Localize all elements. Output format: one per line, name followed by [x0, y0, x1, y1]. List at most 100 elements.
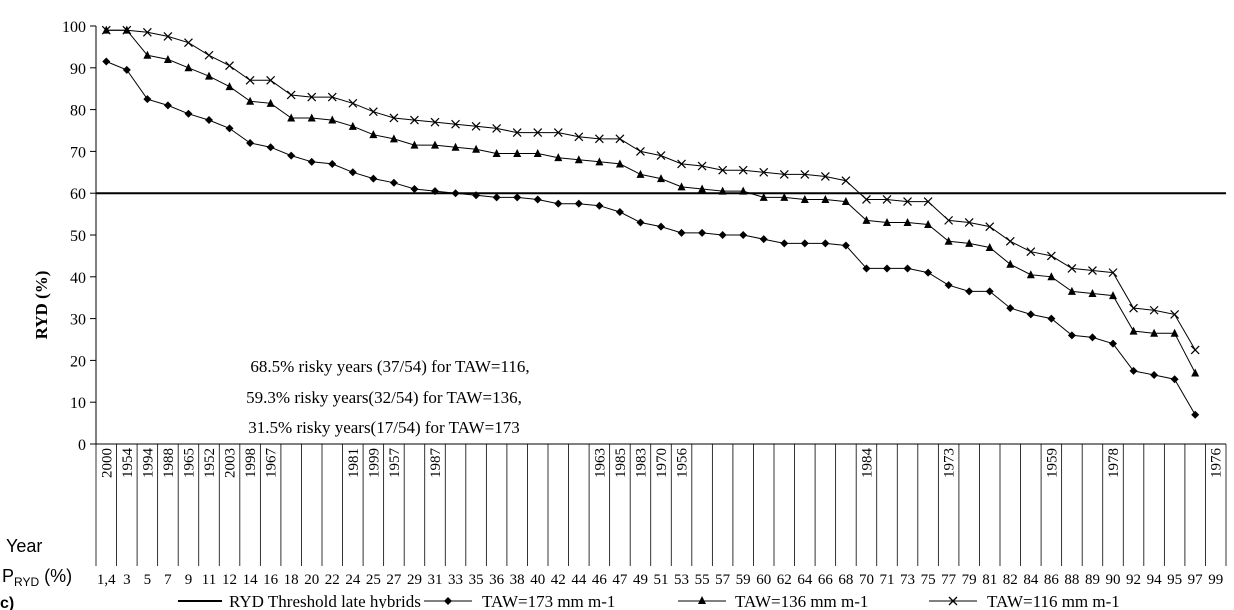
year-label: 1956	[675, 448, 691, 479]
data-point-triangle	[1047, 272, 1056, 281]
series-layer	[101, 25, 1200, 419]
data-point-diamond	[574, 199, 583, 208]
data-point-triangle	[965, 238, 974, 247]
data-point-diamond	[883, 264, 891, 273]
data-point-triangle	[985, 243, 994, 252]
data-point-diamond	[1109, 339, 1117, 348]
p-category-label: 70	[859, 572, 874, 588]
p-category-label: 79	[962, 572, 977, 588]
data-point-diamond	[841, 241, 850, 250]
annotation-line-2: 59.3% risky years(32/54) for TAW=136,	[246, 388, 522, 407]
data-point-diamond	[554, 199, 563, 208]
year-label: 2003	[223, 448, 239, 478]
data-point-triangle	[102, 25, 111, 34]
data-point-triangle	[615, 159, 624, 168]
data-point-x	[1005, 236, 1015, 246]
data-point-triangle	[1067, 286, 1076, 295]
data-point-diamond	[698, 228, 707, 237]
data-point-diamond	[348, 168, 357, 177]
data-point-diamond	[1006, 304, 1015, 313]
data-point-diamond	[1047, 314, 1056, 323]
data-point-triangle	[1026, 270, 1035, 279]
data-point-x	[410, 115, 419, 125]
legend: RYD Threshold late hybrids TAW=173 mm m-…	[178, 592, 1120, 608]
data-point-diamond	[1088, 333, 1097, 342]
data-point-triangle	[369, 130, 378, 139]
data-point-x	[636, 146, 645, 156]
data-point-triangle	[841, 197, 850, 206]
series-triangle	[102, 25, 1200, 377]
p-row-label-main: P	[2, 566, 14, 586]
legend-item-taw136: TAW=136 mm m-1	[678, 592, 868, 608]
data-point-diamond	[533, 195, 542, 204]
year-label: 1988	[161, 448, 177, 478]
data-point-diamond	[163, 101, 172, 110]
legend-x-icon	[948, 596, 958, 606]
y-tick-label: 90	[70, 61, 86, 78]
p-category-label: 25	[366, 572, 381, 588]
data-point-triangle	[431, 140, 439, 149]
data-point-diamond	[759, 235, 768, 244]
y-tick-label: 0	[78, 437, 86, 454]
p-category-label: 36	[489, 572, 505, 588]
p-category-label: 82	[1003, 572, 1018, 588]
p-category-label: 49	[633, 572, 648, 588]
p-category-label: 7	[164, 572, 172, 588]
year-label: 1959	[1044, 448, 1060, 478]
p-category-label: 55	[695, 572, 710, 588]
annotation: 68.5% risky years (37/54) for TAW=116, 5…	[246, 357, 529, 437]
y-tick-label: 70	[70, 144, 86, 161]
data-point-x	[1046, 251, 1056, 261]
data-point-diamond	[636, 218, 645, 227]
p-category-label: 3	[123, 572, 131, 588]
data-point-triangle	[266, 98, 275, 107]
data-point-diamond	[595, 201, 604, 210]
legend-threshold-label: RYD Threshold late hybrids	[229, 592, 421, 608]
data-point-diamond	[1129, 366, 1138, 375]
data-point-x	[430, 117, 440, 127]
data-point-x	[615, 134, 625, 144]
legend-item-threshold: RYD Threshold late hybrids	[178, 592, 421, 608]
p-category-label: 64	[797, 572, 813, 588]
p-category-label: 20	[304, 572, 319, 588]
data-point-diamond	[287, 151, 296, 160]
y-tick-label: 40	[70, 270, 86, 287]
data-point-triangle	[677, 182, 686, 191]
data-point-x	[327, 92, 337, 102]
data-point-x	[245, 75, 255, 85]
year-label: 1963	[592, 448, 608, 478]
data-point-x	[451, 119, 460, 129]
data-point-triangle	[225, 82, 234, 91]
data-point-diamond	[657, 222, 665, 231]
data-point-x	[1088, 266, 1097, 275]
p-category-label: 42	[551, 572, 566, 588]
data-point-triangle	[492, 148, 501, 157]
year-label: 1983	[634, 448, 650, 478]
data-point-x	[142, 27, 152, 37]
year-label: 1976	[1209, 448, 1225, 479]
year-label: 1957	[387, 448, 403, 479]
year-label: 1970	[654, 448, 670, 478]
year-label: 1998	[243, 448, 259, 478]
data-point-diamond	[143, 95, 152, 104]
data-point-x	[718, 165, 728, 175]
p-category-label: 77	[941, 572, 957, 588]
data-point-diamond	[780, 239, 789, 248]
year-label: 1965	[182, 448, 198, 478]
data-point-diamond	[1191, 410, 1200, 419]
p-category-label: 40	[530, 572, 545, 588]
data-point-x	[923, 197, 933, 206]
series-line-diamond	[106, 61, 1196, 415]
p-category-label: 18	[284, 572, 299, 588]
p-category-label: 71	[880, 572, 895, 588]
p-category-label: 44	[571, 572, 587, 588]
year-label: 1978	[1106, 448, 1122, 478]
data-point-diamond	[1170, 375, 1179, 384]
p-category-label: 14	[243, 572, 259, 588]
axes: 0 10 20 30 40 50 60 70 80 90 100	[62, 19, 1226, 454]
data-point-triangle	[862, 215, 871, 224]
data-point-x	[944, 215, 954, 225]
data-point-triangle	[472, 144, 481, 153]
x-category-table: 1,4 3 5 7 9 11 12 14 16 18 20 22 24 25 27 29 31 33 35 36 38 4…	[95, 444, 1227, 588]
